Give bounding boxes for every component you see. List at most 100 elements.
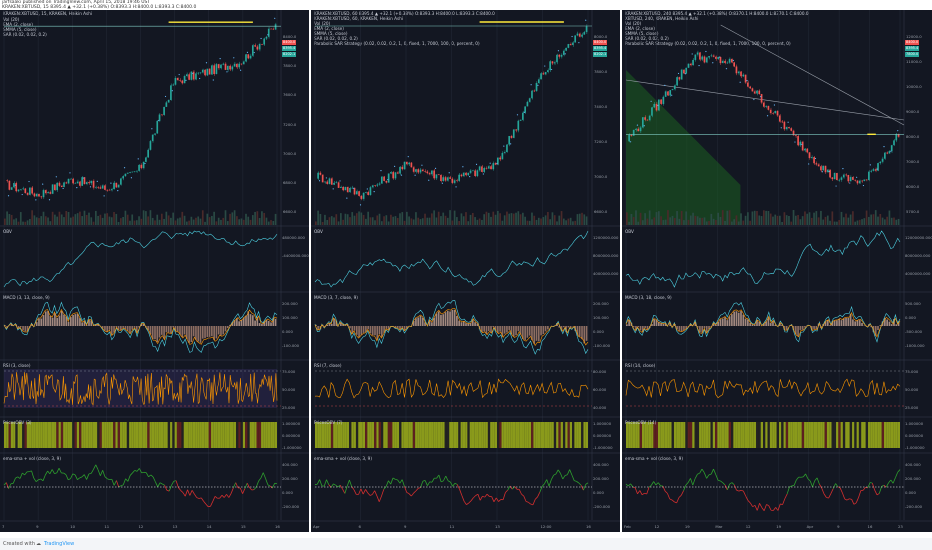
volume-bar xyxy=(81,216,84,225)
chart-panel-240m[interactable]: KRAKEN:XBTUSD, 240 8395.4 ▲ +32.1 (+0.38… xyxy=(622,10,932,532)
ema-sma-segment xyxy=(79,476,83,479)
candle-body xyxy=(692,59,694,66)
candle-body xyxy=(183,76,186,84)
trendline xyxy=(720,24,905,126)
x-axis-label: 12 xyxy=(138,524,144,529)
ema-sma-segment xyxy=(342,488,346,494)
prices-obv-bar xyxy=(508,422,511,448)
chart-panel-60m[interactable]: KRAKEN:XBTUSD, 60 8395.4 ▲ +32.1 (+0.38%… xyxy=(311,10,620,532)
prices-obv-bar xyxy=(653,422,656,448)
macd-histogram-bar xyxy=(349,326,351,329)
legend-smma: SMMA (5, close) xyxy=(3,27,37,32)
macd-histogram-bar xyxy=(676,326,678,330)
macd-histogram-bar xyxy=(183,326,186,335)
tradingview-logo-icon[interactable]: ☁ xyxy=(36,541,41,547)
ema-sma-segment xyxy=(897,469,901,473)
candle-body xyxy=(49,192,52,194)
volume-bar xyxy=(367,211,369,225)
volume-bar xyxy=(31,210,33,225)
ema-sma-segment xyxy=(639,490,643,495)
volume-bar xyxy=(83,210,86,225)
prices-obv-bar xyxy=(231,422,234,448)
ema-sma-segment xyxy=(95,464,99,470)
candle-body xyxy=(769,109,772,114)
chart-panel-15m[interactable]: KRAKEN:XBTUSD, 15, KRAKEN, Heikin Ashi V… xyxy=(0,10,309,532)
prices-obv-axis-label: 0.000000 xyxy=(593,433,612,438)
sar-dot xyxy=(55,176,57,178)
candle-body xyxy=(508,136,511,145)
prices-obv-bar xyxy=(17,422,20,448)
prices-obv-bar xyxy=(160,422,164,448)
volume-bar xyxy=(733,219,735,225)
ema-sma-segment xyxy=(44,470,48,476)
macd-histogram-bar xyxy=(701,326,704,333)
candle-body xyxy=(655,103,658,111)
sar-dot xyxy=(705,50,707,53)
volume-bar xyxy=(263,212,266,225)
prices-obv-bar xyxy=(547,422,550,448)
candle-body xyxy=(868,171,870,181)
ema-sma-segment xyxy=(228,493,232,498)
volume-bar xyxy=(897,218,900,225)
candle-body xyxy=(421,169,424,172)
prices-obv-axis-label: -1.000000 xyxy=(282,445,302,450)
prices-obv-bar xyxy=(758,422,761,448)
volume-bar xyxy=(453,210,456,225)
candle-body xyxy=(317,172,319,179)
x-axis-label: Mar xyxy=(715,524,723,529)
candle-body xyxy=(712,55,715,57)
ema-sma-segment xyxy=(454,482,458,485)
candle-body xyxy=(406,161,408,165)
prices-obv-bar xyxy=(881,422,885,448)
candle-body xyxy=(435,174,438,179)
candle-body xyxy=(22,188,24,190)
prices-obv-bar xyxy=(38,422,41,448)
ema-sma-segment xyxy=(440,480,444,483)
macd-histogram-bar xyxy=(201,326,204,339)
candle-body xyxy=(117,184,120,188)
sar-dot xyxy=(814,157,817,160)
volume-bar xyxy=(648,210,651,225)
prices-obv-bar xyxy=(657,422,661,448)
macd-histogram-bar xyxy=(60,310,63,326)
candle-body xyxy=(861,180,863,182)
macd-histogram-bar xyxy=(781,324,783,326)
macd-histogram-bar xyxy=(10,323,13,326)
prices-obv-bar xyxy=(715,422,718,448)
volume-bar xyxy=(528,220,531,225)
ema-sma-segment xyxy=(418,487,421,489)
ema-sma-segment xyxy=(47,470,51,475)
ema-sma-segment xyxy=(253,486,257,490)
rsi-line xyxy=(3,372,278,406)
prices-obv-bar xyxy=(315,422,318,448)
prices-obv-bar xyxy=(392,422,395,448)
ema-sma-segment xyxy=(773,507,776,511)
prices-obv-bar xyxy=(120,422,123,448)
candle-body xyxy=(122,176,124,179)
volume-bar xyxy=(67,211,70,225)
prices-obv-bar xyxy=(44,422,48,448)
prices-obv-bar xyxy=(51,422,55,448)
ema-sma-segment xyxy=(578,482,582,486)
ema-sma-segment xyxy=(99,470,104,476)
sar-dot xyxy=(897,130,899,132)
volume-bar xyxy=(346,214,349,225)
prices-obv-bar xyxy=(378,422,381,448)
price-axis-label: 7800.0 xyxy=(283,63,297,69)
ema-sma-segment xyxy=(878,486,882,494)
x-axis-label: 16 xyxy=(586,524,591,529)
tradingview-brand-link[interactable]: TradingView xyxy=(44,541,75,547)
ema-sma-segment xyxy=(505,489,508,493)
volume-bar xyxy=(236,216,238,225)
candle-body xyxy=(578,33,581,37)
sar-dot xyxy=(739,81,741,83)
prices-obv-bar xyxy=(646,422,649,448)
ema-sma-segment xyxy=(326,479,330,485)
macd-histogram-bar xyxy=(705,326,708,333)
ema-sma-segment xyxy=(120,484,124,487)
candle-body xyxy=(783,121,786,130)
candle-body xyxy=(562,50,565,55)
panel-symbol-title: XBTUSD, 240, KRAKEN, Heikin Ashi xyxy=(625,16,699,21)
volume-bar xyxy=(503,215,506,225)
macd-histogram-bar xyxy=(733,311,735,326)
